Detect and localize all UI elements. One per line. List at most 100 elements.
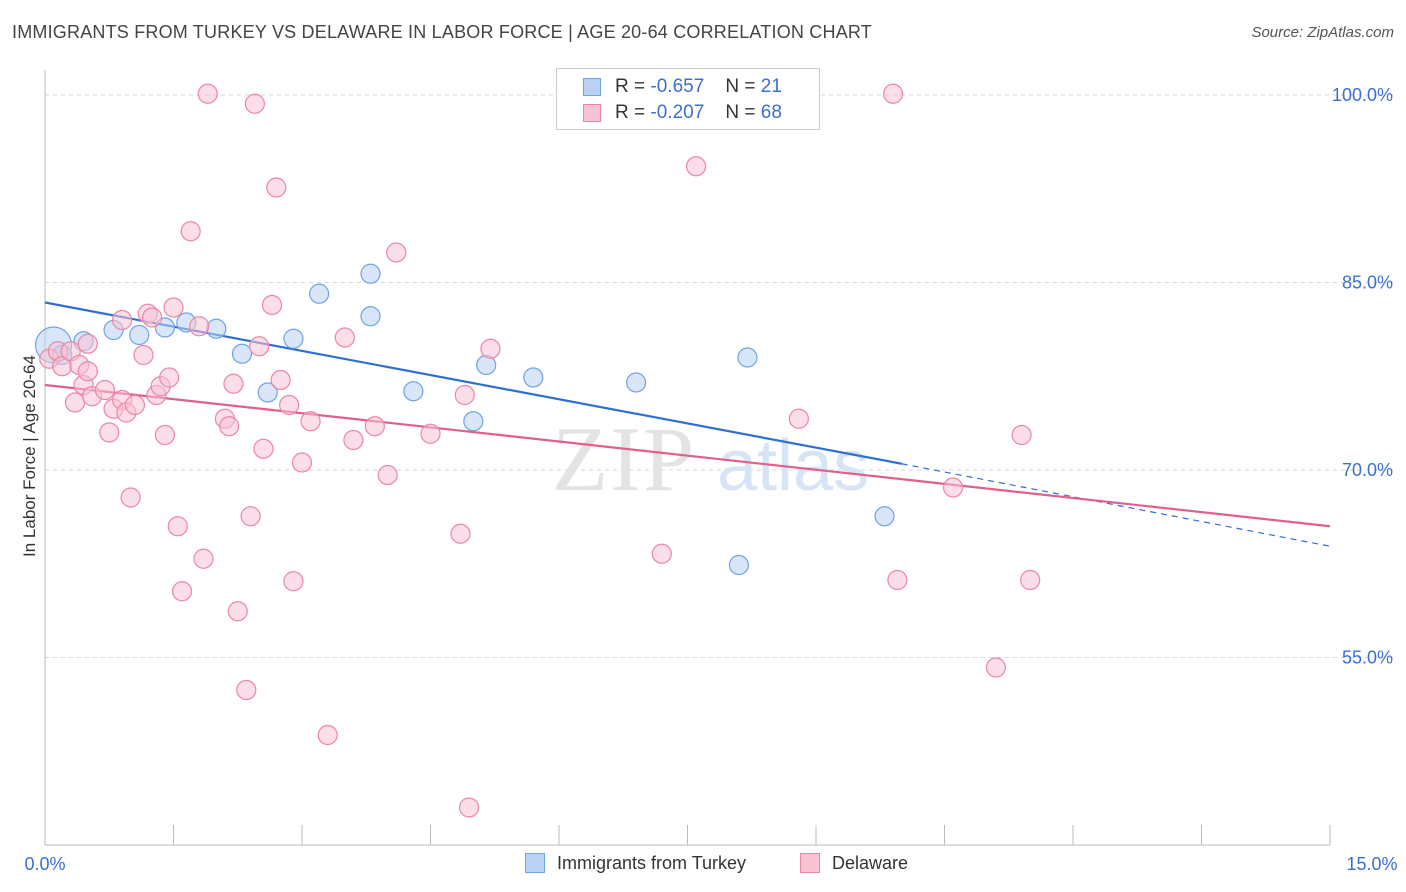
delaware-point <box>124 394 146 416</box>
delaware-point <box>159 367 180 388</box>
delaware-point <box>882 83 904 104</box>
chart-source: Source: ZipAtlas.com <box>1251 24 1394 41</box>
watermark: ZIP atlas <box>552 408 869 510</box>
legend-r-value: -0.207 <box>650 102 705 123</box>
turkey-point <box>874 506 895 527</box>
turkey-point <box>283 328 304 349</box>
delaware-point <box>236 679 257 701</box>
y-tick-label: 100.0% <box>1332 85 1393 105</box>
turkey-point <box>309 283 330 304</box>
watermark-atlas: atlas <box>717 426 869 506</box>
delaware-point <box>685 156 707 177</box>
delaware-point <box>454 384 475 406</box>
delaware-point <box>458 797 480 818</box>
delaware-point <box>420 423 441 444</box>
delaware-point <box>1011 424 1032 446</box>
delaware-point <box>193 548 214 569</box>
correlation-legend: R = -0.657 N = 21 R = -0.207 N = 68 <box>556 68 820 130</box>
delaware-point <box>942 477 964 498</box>
axes <box>44 70 1331 846</box>
delaware-point <box>1020 569 1041 591</box>
turkey-point <box>360 306 381 327</box>
legend-n-value: 68 <box>760 102 782 123</box>
delaware-point <box>261 294 283 316</box>
legend-n-label: N = <box>725 76 756 97</box>
series-swatch-turkey <box>525 853 545 873</box>
delaware-point <box>450 523 471 544</box>
delaware-point <box>227 601 248 622</box>
watermark-zip: ZIP <box>552 408 696 510</box>
series-label-turkey: Immigrants from Turkey <box>557 853 747 873</box>
delaware-point <box>163 297 184 318</box>
turkey-point <box>206 318 227 339</box>
y-tick-label: 85.0% <box>1342 273 1393 293</box>
delaware-point <box>189 316 210 337</box>
delaware-point <box>270 369 291 391</box>
turkey-point <box>728 554 750 576</box>
turkey-point <box>463 411 484 432</box>
turkey-point <box>523 367 544 388</box>
delaware-point <box>223 373 244 394</box>
data-points <box>34 83 1041 818</box>
delaware-point <box>300 411 321 432</box>
legend-swatch-turkey <box>583 78 601 96</box>
series-label-delaware: Delaware <box>832 853 909 873</box>
delaware-point <box>219 416 240 437</box>
legend-r-label: R = <box>615 102 646 123</box>
delaware-point <box>244 93 265 114</box>
delaware-point <box>283 571 304 592</box>
delaware-point <box>266 177 287 198</box>
turkey-point <box>129 324 150 346</box>
delaware-point <box>291 452 313 473</box>
delaware-point <box>197 83 218 104</box>
delaware-point <box>120 487 141 508</box>
turkey-point <box>257 382 278 403</box>
delaware-point <box>788 408 809 429</box>
y-tick-label: 55.0% <box>1342 648 1393 668</box>
delaware-point <box>253 438 274 459</box>
delaware-point <box>334 327 355 348</box>
delaware-point <box>133 344 154 366</box>
x-tick-label-min: 0.0% <box>24 854 65 874</box>
delaware-point <box>167 516 188 537</box>
delaware-point <box>64 392 86 413</box>
y-tick-label: 70.0% <box>1342 460 1393 480</box>
delaware-point <box>279 394 300 416</box>
series-swatch-delaware <box>800 853 820 873</box>
legend-r-label: R = <box>615 76 646 97</box>
chart-title: IMMIGRANTS FROM TURKEY VS DELAWARE IN LA… <box>12 22 872 42</box>
delaware-point <box>651 543 672 564</box>
legend-n-value: 21 <box>760 76 782 97</box>
delaware-point <box>171 581 193 602</box>
delaware-point <box>377 464 398 486</box>
delaware-point <box>386 242 407 263</box>
turkey-point <box>360 263 381 284</box>
legend-r-value: -0.657 <box>650 76 705 97</box>
delaware-point <box>111 309 133 331</box>
delaware-point <box>985 657 1007 678</box>
x-tick-label-max: 15.0% <box>1346 854 1397 874</box>
legend-n-label: N = <box>725 102 756 123</box>
gridlines <box>45 94 1395 658</box>
delaware-point <box>887 569 908 591</box>
delaware-point <box>154 424 176 446</box>
delaware-point <box>180 221 201 242</box>
delaware-point <box>99 422 120 443</box>
delaware-point <box>141 307 163 328</box>
legend-swatch-delaware <box>583 104 601 122</box>
delaware-trend-line <box>44 383 1331 528</box>
turkey-point <box>231 343 253 364</box>
turkey-point <box>625 372 647 393</box>
delaware-point <box>240 506 261 527</box>
delaware-point <box>77 333 98 354</box>
delaware-point <box>77 361 98 382</box>
tick-labels: 100.0% 85.0% 70.0% 55.0% 0.0% 15.0% <box>24 85 1397 874</box>
turkey-point <box>737 347 758 368</box>
turkey-trend-extension <box>901 463 1331 547</box>
delaware-point <box>94 379 116 401</box>
turkey-point <box>403 381 424 402</box>
delaware-point <box>317 724 338 746</box>
delaware-point <box>249 336 270 357</box>
delaware-point <box>364 416 385 437</box>
